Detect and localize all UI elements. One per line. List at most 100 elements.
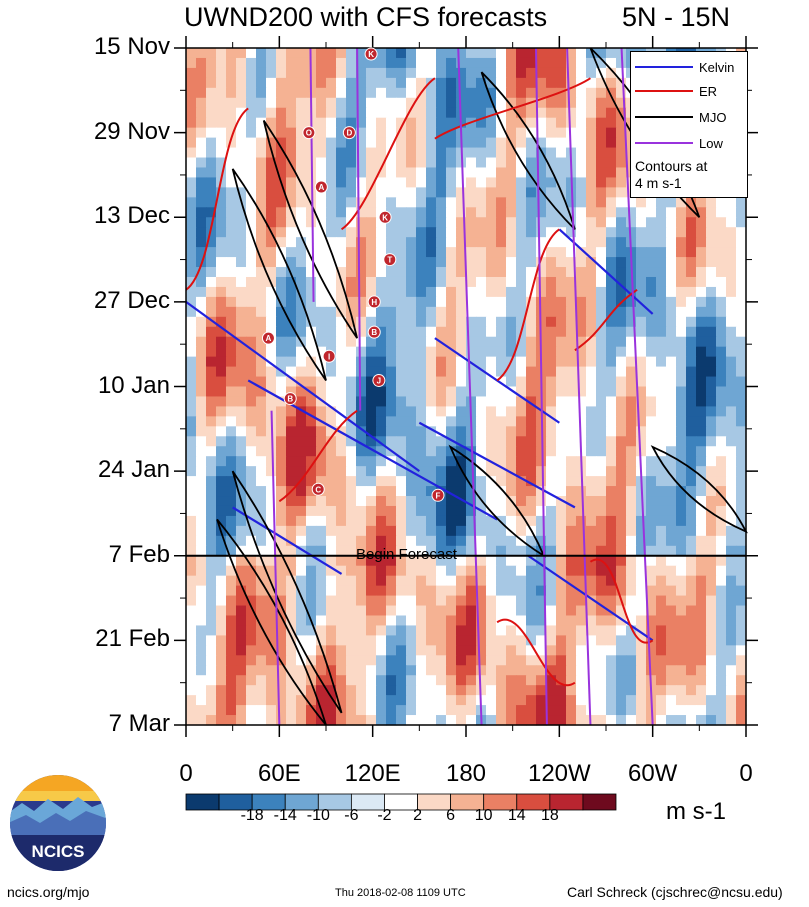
heatmap-cell <box>336 316 347 328</box>
heatmap-cell <box>666 705 677 716</box>
heatmap-cell <box>386 615 397 627</box>
heatmap-cell <box>516 217 527 228</box>
heatmap-cell <box>276 565 287 577</box>
heatmap-cell <box>356 167 367 179</box>
legend-entry-er: ER <box>635 83 717 99</box>
heatmap-cell <box>416 227 427 238</box>
heatmap-cell <box>636 715 647 726</box>
heatmap-cell <box>246 655 257 666</box>
heatmap-cell <box>646 267 657 278</box>
heatmap-cell <box>656 545 667 557</box>
heatmap-cell <box>276 107 287 119</box>
heatmap-cell <box>466 346 477 358</box>
heatmap-cell <box>336 257 347 268</box>
heatmap-cell <box>416 346 427 358</box>
heatmap-cell <box>426 217 437 228</box>
heatmap-cell <box>246 237 257 248</box>
heatmap-cell <box>526 247 537 258</box>
heatmap-cell <box>216 117 227 129</box>
heatmap-cell <box>426 356 437 368</box>
heatmap-cell <box>366 386 377 398</box>
heatmap-cell <box>466 386 477 398</box>
heatmap-cell <box>426 615 437 627</box>
heatmap-cell <box>446 436 457 447</box>
heatmap-cell <box>736 346 747 358</box>
heatmap-cell <box>386 486 397 497</box>
heatmap-cell <box>586 665 597 676</box>
heatmap-cell <box>256 227 267 238</box>
heatmap-cell <box>296 97 307 109</box>
heatmap-cell <box>346 685 357 696</box>
heatmap-cell <box>536 505 547 517</box>
heatmap-cell <box>186 187 197 198</box>
heatmap-cell <box>346 97 357 109</box>
heatmap-cell <box>426 376 437 388</box>
heatmap-cell <box>396 217 407 228</box>
heatmap-cell <box>226 565 237 577</box>
heatmap-cell <box>256 515 267 527</box>
heatmap-cell <box>236 127 247 139</box>
heatmap-cell <box>246 187 257 198</box>
heatmap-cell <box>326 555 337 567</box>
heatmap-cell <box>346 366 357 378</box>
heatmap-cell <box>266 356 277 368</box>
heatmap-cell <box>366 197 377 208</box>
heatmap-cell <box>556 575 567 587</box>
heatmap-cell <box>636 615 647 627</box>
heatmap-cell <box>646 456 657 467</box>
heatmap-cell <box>296 197 307 208</box>
heatmap-cell <box>286 655 297 666</box>
heatmap-cell <box>536 466 547 477</box>
heatmap-cell <box>696 565 707 577</box>
heatmap-cell <box>496 276 507 288</box>
heatmap-cell <box>576 356 587 368</box>
heatmap-cell <box>706 366 717 378</box>
heatmap-cell <box>216 436 227 447</box>
heatmap-cell <box>486 227 497 238</box>
heatmap-cell <box>496 685 507 696</box>
heatmap-cell <box>596 157 607 169</box>
heatmap-cell <box>726 376 737 388</box>
heatmap-cell <box>406 376 417 388</box>
heatmap-cell <box>226 366 237 378</box>
heatmap-cell <box>536 167 547 179</box>
heatmap-cell <box>186 436 197 447</box>
heatmap-cell <box>616 386 627 398</box>
heatmap-cell <box>386 107 397 119</box>
heatmap-cell <box>296 535 307 547</box>
heatmap-cell <box>296 366 307 378</box>
heatmap-cell <box>316 476 327 487</box>
heatmap-cell <box>216 137 227 149</box>
heatmap-cell <box>596 715 607 726</box>
heatmap-cell <box>336 167 347 179</box>
heatmap-cell <box>666 535 677 547</box>
heatmap-cell <box>456 177 467 188</box>
heatmap-cell <box>666 605 677 617</box>
heatmap-cell <box>226 695 237 706</box>
heatmap-cell <box>706 715 717 726</box>
cyclone-label: H <box>371 298 377 307</box>
heatmap-cell <box>736 406 747 417</box>
heatmap-cell <box>546 77 557 89</box>
heatmap-cell <box>286 535 297 547</box>
heatmap-cell <box>286 77 297 89</box>
heatmap-cell <box>206 426 217 437</box>
heatmap-cell <box>506 87 517 99</box>
heatmap-cell <box>356 336 367 348</box>
heatmap-cell <box>386 436 397 447</box>
heatmap-cell <box>456 296 467 308</box>
heatmap-cell <box>526 685 537 696</box>
kelvin-contour <box>434 337 560 424</box>
heatmap-cell <box>416 286 427 298</box>
heatmap-cell <box>306 416 317 427</box>
heatmap-cell <box>546 476 557 487</box>
heatmap-cell <box>486 346 497 358</box>
heatmap-cell <box>246 645 257 656</box>
heatmap-cell <box>396 177 407 188</box>
heatmap-cell <box>696 406 707 417</box>
heatmap-cell <box>626 316 637 328</box>
heatmap-cell <box>556 326 567 338</box>
heatmap-cell <box>696 286 707 298</box>
heatmap-cell <box>196 505 207 517</box>
heatmap-cell <box>536 48 547 59</box>
